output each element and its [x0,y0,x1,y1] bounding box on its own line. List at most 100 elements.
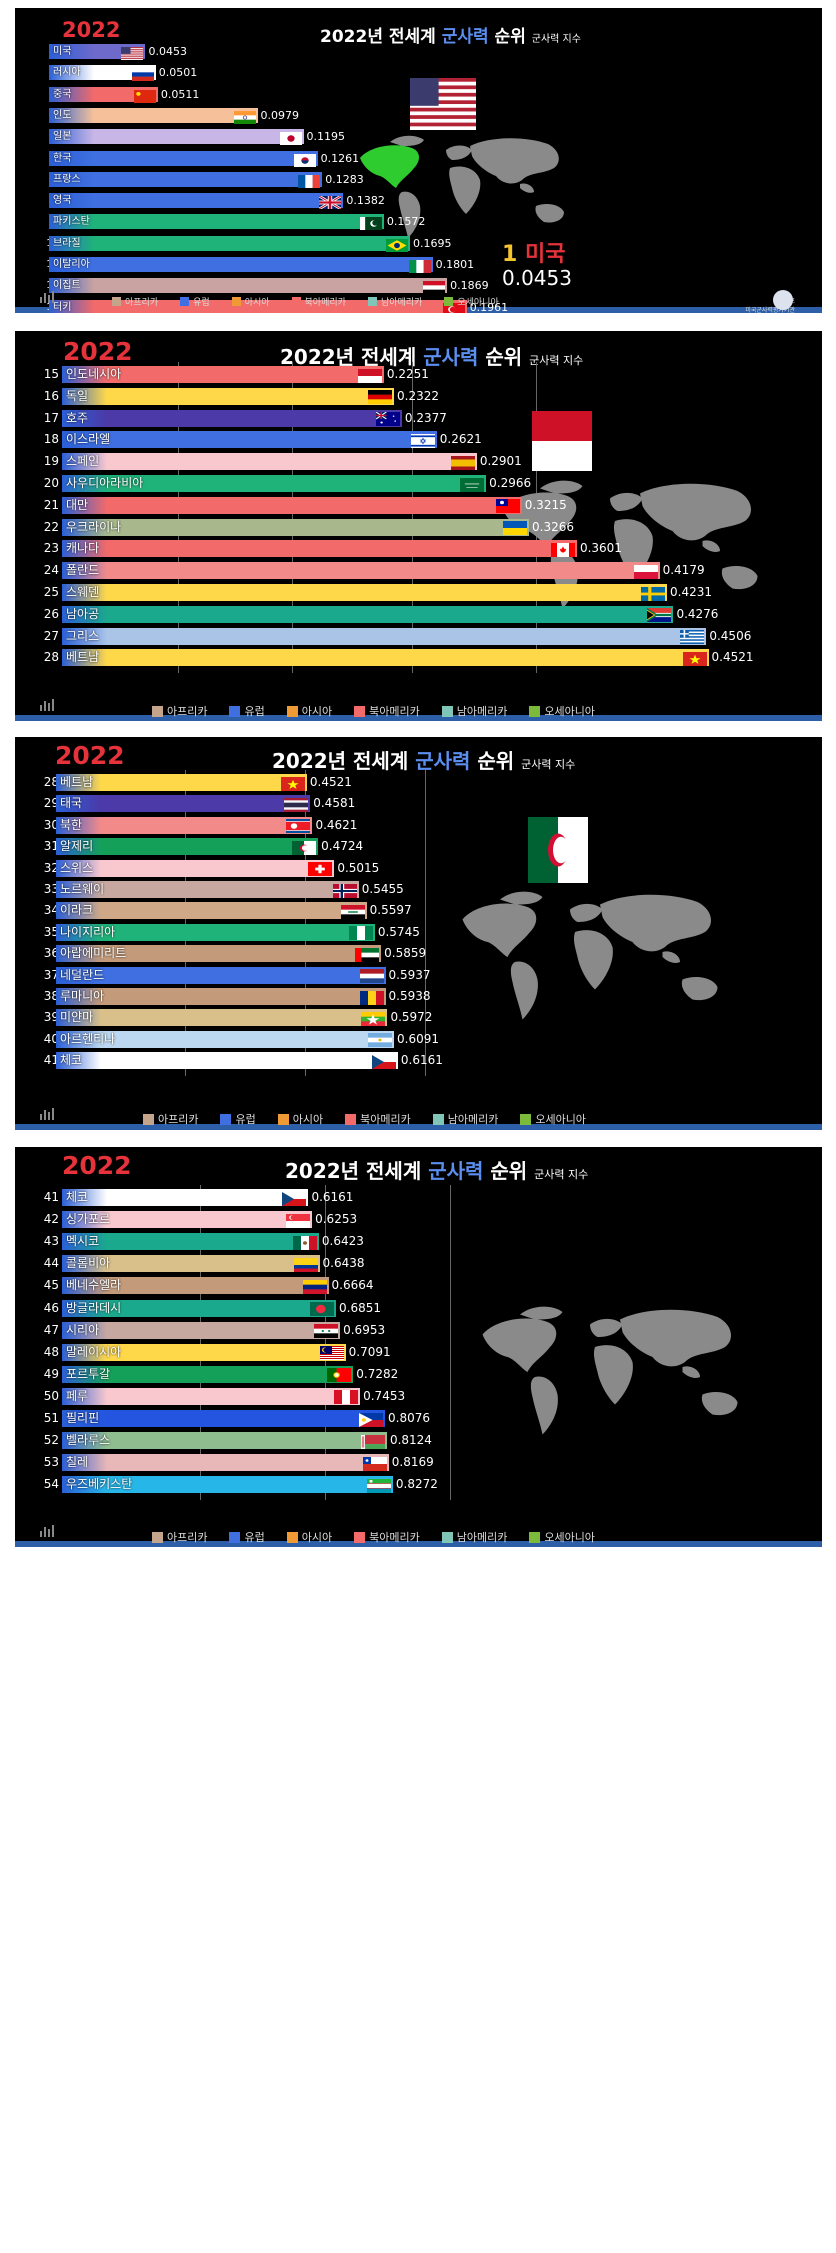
bar [49,107,258,123]
flag-icon [319,1345,344,1361]
bars-icon [40,1525,54,1537]
legend-label: 유럽 [244,1531,265,1544]
bar [49,278,448,294]
rank-number: 21 [43,497,59,512]
bar [62,453,477,471]
legend-item: 아프리카 [152,703,207,719]
legend-swatch [277,1113,289,1125]
rank-number: 27 [43,628,59,643]
world-map [450,882,738,1036]
logo-icon [773,290,793,310]
gridline [178,362,179,674]
bar-label: 사우디아라비아 [66,476,144,490]
bar-value: 0.4621 [315,817,358,832]
rank-number: 47 [43,1322,59,1337]
bar-label: 중국 [53,88,72,100]
bar [62,1454,389,1472]
rank-number: 16 [43,388,59,403]
bar [62,475,487,492]
bar-label: 이집트 [53,280,81,292]
flag-icon [359,990,384,1005]
chart-title-highlight: 군사력 [423,345,479,369]
bar [49,129,304,145]
bar-label: 체코 [60,1053,83,1068]
rank-number: 34 [43,903,59,918]
legend: 아프리카 유럽 아시아 북아메리카 남아메리카 오세아니아 [152,1529,617,1545]
bar [49,44,146,59]
bar [56,881,359,898]
flag-icon [357,368,382,383]
bar [62,1299,337,1317]
rank-number: 50 [43,1388,59,1403]
bar [62,496,522,514]
bar-value: 0.6953 [343,1322,386,1337]
legend-swatch [441,705,453,717]
bar-value: 0.1801 [435,258,475,271]
bar-value: 0.6423 [321,1234,364,1249]
legend-item: 오세아니아 [529,1529,595,1545]
legend-label: 북아메리카 [304,298,346,308]
bar-value: 0.1961 [469,300,509,313]
bar-label: 북한 [60,817,83,832]
flag-icon [410,433,435,448]
legend-item: 오세아니아 [520,1111,586,1127]
bar [49,193,344,209]
gridline [425,770,426,1076]
bar-label: 베네수엘라 [66,1278,122,1293]
rank-number: 32 [43,860,59,875]
rank-number: 46 [43,1300,59,1315]
gridline [185,770,186,1076]
bar [49,299,467,313]
flag-icon [348,925,373,941]
bar [56,988,386,1005]
legend-item: 아시아 [277,1111,323,1127]
legend-item: 남아메리카 [441,703,507,719]
rank-number: 36 [43,946,59,961]
flag-icon [550,542,575,557]
bar-value: 0.6851 [339,1300,382,1315]
current-flag [410,78,476,130]
flag-icon [368,389,393,405]
bar-label: 알제리 [60,839,94,854]
bar-label: 프랑스 [53,173,81,185]
bar-value: 0.3215 [524,497,567,512]
legend-swatch [444,297,454,306]
flag-icon [371,1054,396,1069]
flag-icon [332,883,357,898]
bar-value: 0.1283 [325,172,364,186]
bar-value: 0.6438 [322,1256,365,1271]
flag-icon [308,861,333,877]
bars-icon [40,291,54,303]
flag-icon [340,904,365,920]
legend-item: 아시아 [231,295,270,308]
bar-value: 0.2377 [404,410,447,425]
legend-label: 아프리카 [125,298,159,308]
bar-value: 0.6253 [315,1212,358,1227]
flag-icon [286,1213,311,1228]
bar-label: 스웨덴 [66,585,100,599]
bar-label: 이스라엘 [66,432,111,447]
rank-number: 45 [43,1278,59,1293]
chart-title-highlight: 군사력 [428,1159,484,1183]
legend-swatch [180,297,190,306]
legend: 아프리카 유럽 아시아 북아메리카 남아메리카 오세아니아 [112,295,521,308]
bar-value: 0.1572 [386,215,426,229]
panel-underline [15,1124,822,1130]
flag-icon [292,840,317,855]
bar [49,235,411,251]
bar [62,366,384,383]
legend-item: 유럽 [229,1529,265,1545]
flag-icon [680,629,705,645]
bar-label: 파키스탄 [53,216,90,228]
legend-label: 남아메리카 [380,298,423,308]
legend-label: 아시아 [301,1531,333,1544]
bar-value: 0.4506 [709,628,752,643]
bar [56,1009,388,1027]
bar-value: 0.0453 [148,45,187,58]
chart-title-pre: 2022년 전세계 [280,345,424,369]
gridline [412,362,413,674]
chart-title-post: 순위 [478,345,530,369]
bar [62,605,674,623]
rank-number: 33 [43,882,59,896]
bar-value: 0.5455 [361,882,404,896]
